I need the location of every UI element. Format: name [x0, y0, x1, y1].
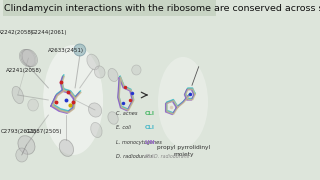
Text: G2887(2505): G2887(2505) — [26, 129, 62, 134]
Ellipse shape — [16, 148, 28, 162]
Ellipse shape — [22, 50, 37, 67]
Text: Clindamycin interactions with the ribosome are conserved across species: Clindamycin interactions with the riboso… — [4, 3, 320, 12]
Ellipse shape — [28, 99, 38, 111]
Ellipse shape — [87, 54, 99, 70]
Text: D. radiodurans: D. radiodurans — [116, 154, 153, 159]
Text: CLI: CLI — [145, 154, 155, 159]
Ellipse shape — [88, 103, 102, 117]
Text: A2242(2058): A2242(2058) — [0, 30, 34, 35]
Text: E. coli: E. coli — [116, 125, 131, 130]
Text: propyl pyrrolidinyl
moiety: propyl pyrrolidinyl moiety — [157, 145, 210, 157]
Ellipse shape — [18, 136, 35, 154]
Ellipse shape — [94, 66, 105, 78]
Ellipse shape — [43, 45, 103, 155]
Ellipse shape — [158, 57, 208, 147]
Text: CLI: CLI — [145, 111, 155, 116]
Text: A2633(2451): A2633(2451) — [48, 48, 84, 53]
Ellipse shape — [59, 140, 74, 156]
Ellipse shape — [108, 68, 118, 82]
FancyBboxPatch shape — [3, 0, 216, 16]
Text: C2793(2611): C2793(2611) — [0, 129, 36, 134]
Ellipse shape — [132, 65, 141, 75]
Ellipse shape — [12, 86, 24, 104]
Ellipse shape — [21, 50, 36, 67]
Text: G2244(2061): G2244(2061) — [31, 30, 67, 35]
Ellipse shape — [74, 44, 86, 56]
Text: LIN: LIN — [145, 140, 156, 145]
Ellipse shape — [20, 50, 35, 67]
Ellipse shape — [91, 122, 102, 138]
Text: CLI: CLI — [145, 125, 155, 130]
Text: D. radiodurans: D. radiodurans — [154, 154, 189, 159]
Text: L. monocytogenes: L. monocytogenes — [116, 140, 162, 145]
Text: C. acnes: C. acnes — [116, 111, 138, 116]
Text: A2241(2058): A2241(2058) — [6, 68, 43, 73]
Ellipse shape — [108, 112, 118, 124]
